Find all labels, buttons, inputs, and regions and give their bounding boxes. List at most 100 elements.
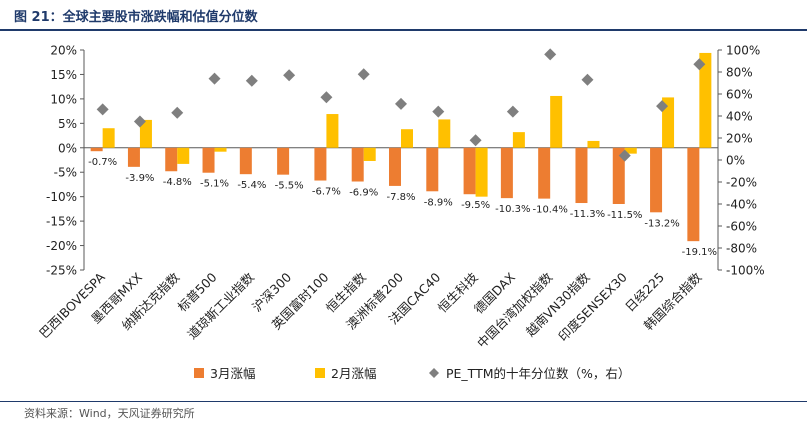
bar-march [538, 147, 551, 199]
source-divider [0, 401, 807, 402]
bar-feb [550, 95, 563, 148]
bar-feb [438, 119, 451, 148]
bar-feb [662, 97, 675, 148]
pe-point [133, 115, 146, 128]
x-tick-label: 巴西IBOVESPA [36, 269, 108, 341]
bar-feb [214, 147, 227, 152]
pe-point [506, 105, 519, 118]
x-tick-label: 道琼斯工业指数 [184, 269, 257, 342]
bar-march [463, 147, 476, 195]
pe-points [96, 48, 706, 162]
data-label-march: -8.9% [424, 197, 453, 208]
y-right-tick-label: 100% [726, 44, 760, 58]
bar-march [687, 147, 700, 242]
pe-point [245, 74, 258, 87]
title-divider [0, 29, 807, 31]
legend-swatch-feb [315, 368, 325, 378]
data-label-march: -3.9% [125, 173, 154, 184]
y-right-tick-label: 0% [726, 154, 745, 168]
axes: 20% 15% 10% 5% 0% -5% -10% -15% -20% -25% 100% 80% 6… [46, 44, 765, 278]
title-bar: 图 21：全球主要股市涨跌幅和估值分位数 [0, 0, 807, 31]
pe-point [395, 97, 407, 110]
bar-feb [363, 147, 376, 161]
bar-feb [624, 147, 637, 154]
y-right-tick-label: -60% [726, 220, 757, 234]
data-label-march: -6.9% [349, 188, 378, 199]
y-right-tick-label: -100% [726, 264, 765, 278]
bar-feb [102, 128, 115, 148]
legend-swatch-march [194, 368, 204, 378]
y-right-tick-label: 20% [726, 132, 753, 146]
bar-march [351, 147, 364, 182]
data-label-march: -11.3% [570, 209, 605, 220]
pe-point [656, 100, 669, 113]
legend-label-feb: 2月涨幅 [331, 366, 376, 381]
bar-feb [326, 114, 339, 148]
source-note: 资料来源：Wind，天风证券研究所 [24, 407, 195, 420]
pe-point [693, 58, 706, 71]
bar-feb [699, 52, 712, 148]
data-label-march: -11.5% [607, 210, 642, 221]
y-right-tick-label: 80% [726, 66, 753, 80]
bar-march [575, 147, 588, 204]
bar-march [650, 147, 663, 213]
bar-feb [587, 140, 600, 148]
pe-point [320, 91, 333, 104]
pe-point [96, 103, 109, 116]
y-right-tick-label: -20% [726, 176, 757, 190]
y-left-tick-label: 0% [58, 141, 77, 155]
bar-march [314, 147, 327, 181]
data-label-march: -10.3% [495, 204, 530, 215]
pe-point [283, 69, 296, 82]
data-label-march: -9.5% [461, 200, 490, 211]
y-left-tick-label: -25% [46, 264, 77, 278]
pe-point [171, 106, 184, 119]
bar-feb [177, 147, 190, 164]
bar-march [90, 147, 103, 152]
bar-march [277, 147, 290, 175]
bar-feb [512, 132, 525, 148]
y-left-tick-label: 20% [50, 44, 77, 58]
y-right-tick-label: 40% [726, 110, 753, 124]
bar-march [239, 147, 252, 175]
legend: 3月涨幅 2月涨幅 PE_TTM的十年分位数（%，右） [194, 366, 630, 381]
data-label-march: -7.8% [386, 192, 415, 203]
bar-march [165, 147, 178, 172]
legend-label-march: 3月涨幅 [210, 366, 255, 381]
data-label-march: -5.1% [200, 179, 229, 190]
bar-march [202, 147, 215, 173]
bar-feb [401, 129, 413, 148]
figure-title: 图 21：全球主要股市涨跌幅和估值分位数 [14, 10, 258, 25]
data-label-march: -0.7% [88, 157, 117, 168]
data-label-march: -19.1% [682, 247, 717, 258]
bar-feb [475, 147, 488, 197]
pe-point [544, 48, 557, 61]
y-left-tick-label: 15% [50, 68, 77, 82]
pe-point [357, 68, 370, 81]
chart: 20% 15% 10% 5% 0% -5% -10% -15% -20% -25% 100% 80% 6… [36, 44, 765, 382]
pe-point [432, 105, 445, 118]
pe-point [618, 149, 631, 162]
bar-march [426, 147, 439, 192]
y-right-tick-label: 60% [726, 88, 753, 102]
bar-march [612, 147, 625, 204]
bar-march [389, 147, 401, 186]
data-label-march: -5.4% [237, 180, 266, 191]
y-right-tick-label: -40% [726, 198, 757, 212]
pe-point [208, 72, 221, 85]
pe-point [469, 134, 482, 147]
data-label-march: -6.7% [312, 187, 341, 198]
data-label-march: -10.4% [532, 205, 567, 216]
bars [90, 52, 712, 242]
data-label-march: -5.5% [275, 181, 304, 192]
y-right-tick-label: -80% [726, 242, 757, 256]
y-left-tick-label: 10% [50, 92, 77, 106]
bar-feb [139, 119, 152, 148]
y-left-tick-label: -20% [46, 239, 77, 253]
data-label-march: -13.2% [644, 218, 679, 229]
data-label-march: -4.8% [163, 177, 192, 188]
pe-point [581, 73, 594, 86]
y-left-tick-label: 5% [58, 117, 77, 131]
legend-swatch-pe [429, 368, 439, 378]
bar-march [500, 147, 513, 199]
